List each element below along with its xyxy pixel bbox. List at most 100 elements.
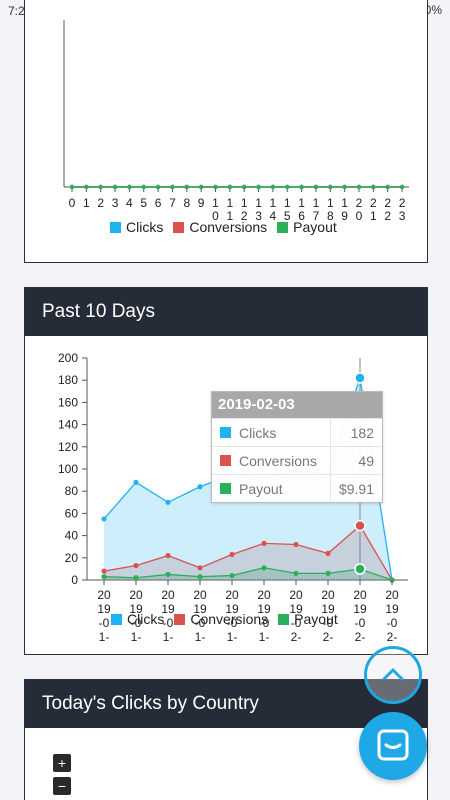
tooltip-date: 2019-02-03 xyxy=(212,392,382,418)
data-point xyxy=(242,184,247,190)
x-tick-label: 1- xyxy=(227,630,238,644)
legend-label: Conversions xyxy=(190,611,269,627)
map-zoom-out-button[interactable]: − xyxy=(53,777,71,795)
y-tick-label: 20 xyxy=(65,551,79,565)
x-tick-label: 4 xyxy=(126,196,133,210)
x-tick-label: 1 xyxy=(327,196,334,210)
data-point xyxy=(371,184,376,190)
data-point xyxy=(261,565,267,571)
x-tick-label: 3 xyxy=(255,209,262,223)
legend-item-clicks[interactable]: Clicks xyxy=(111,611,164,627)
legend-label: Clicks xyxy=(126,219,164,235)
chat-launcher-button[interactable] xyxy=(359,712,427,780)
x-tick-label: 19 xyxy=(161,602,175,616)
data-point xyxy=(354,372,366,384)
legend-item-payout[interactable]: Payout xyxy=(277,219,337,235)
chevron-up-icon xyxy=(382,668,404,681)
x-tick-label: 20 xyxy=(289,588,303,602)
series-line-payout xyxy=(103,567,393,581)
x-tick-label: 1 xyxy=(83,196,90,210)
x-tick-label: 1 xyxy=(298,196,305,210)
x-tick-label: 3 xyxy=(399,209,406,223)
data-point xyxy=(227,184,233,190)
data-point xyxy=(325,570,331,576)
tooltip-swatch xyxy=(220,483,231,494)
legend-item-conversions[interactable]: Conversions xyxy=(174,611,268,627)
data-point xyxy=(299,184,304,190)
legend-item-payout[interactable]: Payout xyxy=(278,611,338,627)
tooltip-row-payout: Payout $9.91 xyxy=(212,474,382,502)
data-point xyxy=(197,484,203,490)
x-tick-label: 20 xyxy=(161,588,175,602)
x-tick-label: 2 xyxy=(97,196,104,210)
data-point xyxy=(354,563,366,575)
x-tick-label: 1 xyxy=(212,196,219,210)
tooltip-row-clicks: Clicks 182 xyxy=(212,418,382,446)
legend-label: Payout xyxy=(293,219,337,235)
map-zoom-in-button[interactable]: + xyxy=(53,754,71,772)
x-tick-label: 20 xyxy=(193,588,207,602)
x-tick-label: 1 xyxy=(370,209,377,223)
data-point xyxy=(133,575,139,581)
x-tick-label: 6 xyxy=(298,209,305,223)
x-tick-label: 20 xyxy=(353,588,367,602)
x-tick-label: 2- xyxy=(323,630,334,644)
y-tick-label: 100 xyxy=(58,462,78,476)
data-point xyxy=(112,184,118,190)
legend-item-conversions[interactable]: Conversions xyxy=(173,219,267,235)
y-tick-label: 200 xyxy=(58,351,78,365)
x-tick-label: -0 xyxy=(227,616,238,630)
x-tick-label: -0 xyxy=(291,616,302,630)
x-tick-label: 9 xyxy=(198,196,205,210)
legend-item-clicks[interactable]: Clicks xyxy=(110,219,163,235)
legend-label: Clicks xyxy=(127,611,165,627)
tooltip-swatch xyxy=(220,455,231,466)
x-tick-label: 2 xyxy=(384,209,391,223)
y-tick-label: 80 xyxy=(65,484,79,498)
x-tick-label: 3 xyxy=(112,196,119,210)
x-tick-label: 20 xyxy=(321,588,335,602)
y-tick-label: 140 xyxy=(58,418,78,432)
data-point xyxy=(133,479,139,485)
data-point xyxy=(325,550,331,556)
legend-swatch xyxy=(277,221,289,233)
data-point xyxy=(184,184,189,190)
data-point xyxy=(385,184,390,190)
x-tick-label: 1 xyxy=(270,196,277,210)
x-tick-label: -0 xyxy=(323,616,334,630)
x-tick-label: 2 xyxy=(241,209,248,223)
data-point xyxy=(399,184,405,190)
data-point xyxy=(356,184,362,190)
x-tick-label: 2 xyxy=(356,196,363,210)
data-point xyxy=(165,499,171,505)
card-title: Past 10 Days xyxy=(25,288,427,336)
data-point xyxy=(354,519,366,532)
x-tick-label: 9 xyxy=(341,209,348,223)
past-10-legend: Clicks Conversions Payout xyxy=(111,611,338,627)
x-tick-label: 6 xyxy=(155,196,162,210)
data-point xyxy=(101,574,107,580)
x-tick-label: 1 xyxy=(313,196,320,210)
data-point xyxy=(256,184,261,190)
data-point xyxy=(285,184,290,190)
scroll-to-top-button[interactable] xyxy=(364,646,422,704)
series-area-payout xyxy=(104,567,392,580)
hourly-legend: Clicks Conversions Payout xyxy=(110,219,337,235)
x-tick-label: 1 xyxy=(284,196,291,210)
x-tick-label: 2 xyxy=(399,196,406,210)
x-tick-label: 20 xyxy=(97,588,111,602)
y-tick-label: 120 xyxy=(58,440,78,454)
data-point xyxy=(101,568,107,574)
x-tick-label: 1 xyxy=(241,196,248,210)
x-tick-label: 0 xyxy=(356,209,363,223)
data-point xyxy=(98,184,103,190)
data-point xyxy=(133,562,139,569)
x-tick-label: -0 xyxy=(163,616,174,630)
tooltip-value: $9.91 xyxy=(330,475,382,502)
x-tick-label: 19 xyxy=(353,602,367,616)
data-point xyxy=(165,552,171,559)
legend-label: Payout xyxy=(294,611,338,627)
chat-icon xyxy=(377,729,409,761)
past-10-days-chart[interactable]: 0204060801001201401601802002019-01-2019-… xyxy=(0,0,450,660)
data-point xyxy=(101,516,107,522)
